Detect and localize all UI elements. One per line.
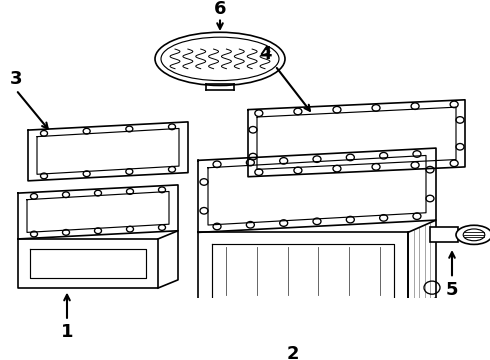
Bar bbox=[430, 228, 458, 242]
Text: 5: 5 bbox=[446, 281, 458, 299]
Text: 6: 6 bbox=[214, 0, 226, 18]
Text: 3: 3 bbox=[10, 69, 22, 87]
Text: 1: 1 bbox=[61, 323, 73, 341]
Text: 4: 4 bbox=[259, 45, 271, 63]
Ellipse shape bbox=[463, 229, 485, 241]
Text: 2: 2 bbox=[286, 345, 299, 360]
Ellipse shape bbox=[155, 32, 285, 85]
Ellipse shape bbox=[456, 225, 490, 244]
Ellipse shape bbox=[161, 37, 279, 81]
